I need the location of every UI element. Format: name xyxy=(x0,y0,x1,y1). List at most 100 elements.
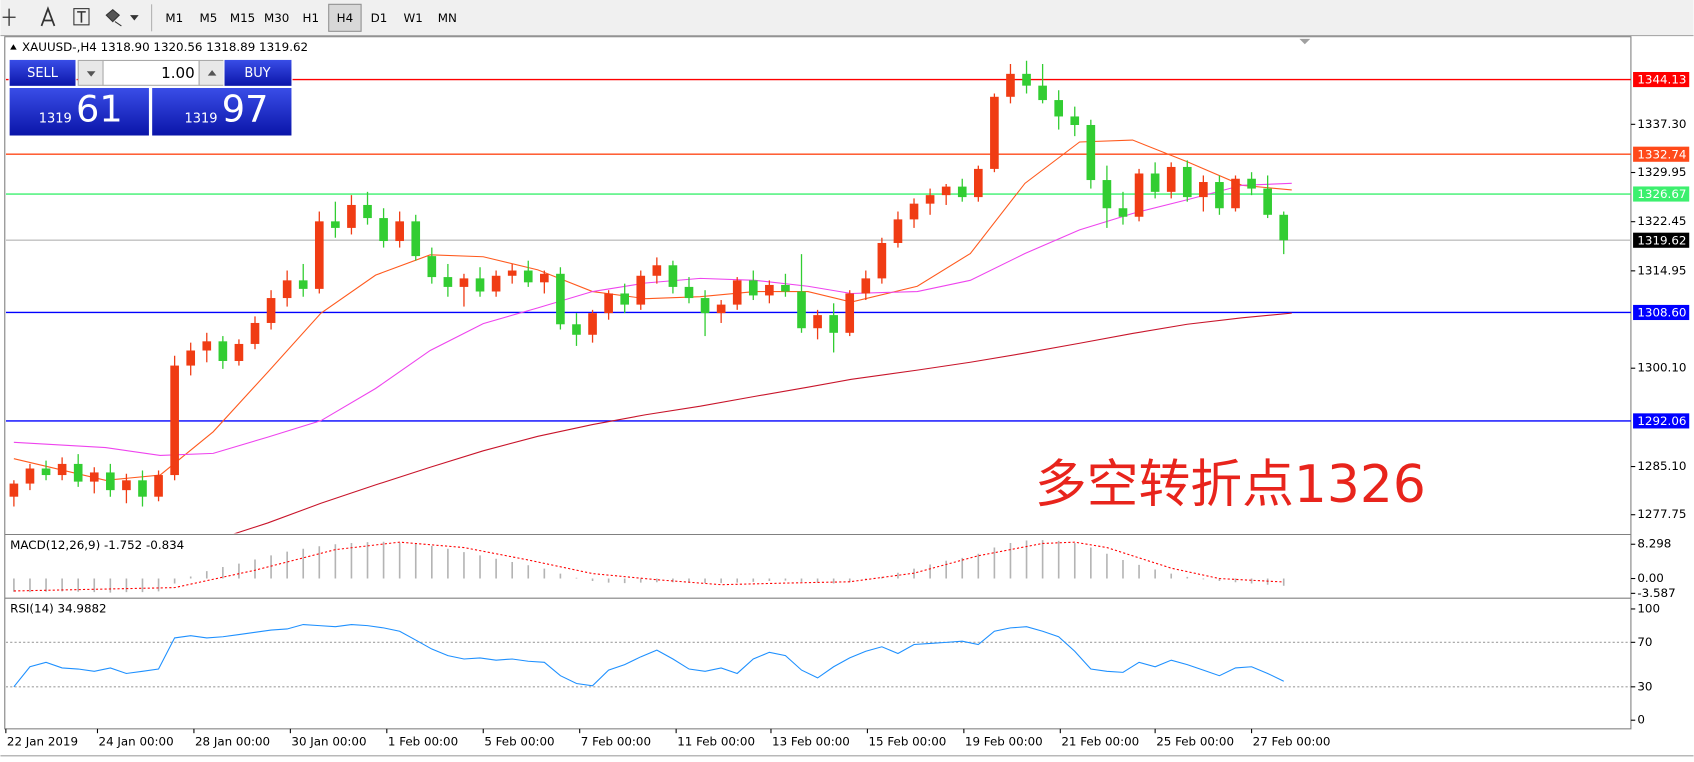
x-tick-label: 30 Jan 00:00 xyxy=(291,734,366,748)
x-tick-label: 15 Feb 00:00 xyxy=(868,734,946,748)
candle-body xyxy=(1166,166,1176,192)
price-tag xyxy=(1633,186,1690,202)
candle-body xyxy=(122,480,131,491)
ask-pips[interactable]: 97 xyxy=(222,88,269,131)
candle-body xyxy=(57,463,67,476)
candle-body xyxy=(668,265,678,287)
timeframe-button[interactable] xyxy=(294,4,327,32)
label-icon-t[interactable] xyxy=(77,11,86,23)
timeframe-label[interactable]: W1 xyxy=(404,11,423,25)
timeframe-button[interactable] xyxy=(328,3,362,32)
candle-body xyxy=(957,186,967,198)
text-icon[interactable] xyxy=(40,6,56,27)
candle-body xyxy=(829,315,838,333)
candle-body xyxy=(138,480,147,497)
bid-big[interactable]: 1319 xyxy=(39,111,72,126)
x-tick-label: 13 Feb 00:00 xyxy=(772,734,850,748)
timeframe-label[interactable]: H1 xyxy=(303,11,319,25)
timeframe-button[interactable] xyxy=(192,4,225,32)
pane-title: XAUUSD-,H4 1318.90 1320.56 1318.89 1319.… xyxy=(22,40,308,54)
candle-body xyxy=(813,315,822,329)
candle-body xyxy=(73,463,83,482)
timeframe-button[interactable] xyxy=(431,4,464,32)
candle-body xyxy=(1086,124,1096,181)
lots-input[interactable] xyxy=(102,59,200,86)
y-tick-label: 1285.10 xyxy=(1637,459,1686,473)
timeframe-label[interactable]: MN xyxy=(438,11,457,25)
crosshair-icon[interactable] xyxy=(2,8,16,26)
buy-label[interactable]: BUY xyxy=(244,66,270,81)
price-tag-label: 1332.74 xyxy=(1637,147,1686,161)
ask-big[interactable]: 1319 xyxy=(185,111,218,126)
lots-up-arrow[interactable] xyxy=(207,70,217,76)
price-tag xyxy=(1633,304,1690,321)
candle-body xyxy=(363,204,372,219)
timeframe-button[interactable] xyxy=(260,4,293,32)
buy-button[interactable] xyxy=(223,58,293,87)
y-tick-label: 70 xyxy=(1637,635,1652,649)
bid-pips[interactable]: 61 xyxy=(76,88,123,131)
candle-body xyxy=(347,204,356,228)
sell-label[interactable]: SELL xyxy=(27,66,59,81)
timeframe-button[interactable] xyxy=(396,4,430,32)
timeframe-label[interactable]: M15 xyxy=(230,11,255,25)
candle-body xyxy=(475,278,485,292)
pane xyxy=(5,623,1631,688)
candle-body xyxy=(732,280,742,305)
price-tag-label: 1292.06 xyxy=(1637,414,1686,428)
candle-body xyxy=(41,468,51,476)
candle-body xyxy=(459,278,469,287)
candle-body xyxy=(25,468,35,484)
candle-body xyxy=(427,256,437,278)
candle-body xyxy=(620,293,630,305)
drawing-tools[interactable] xyxy=(2,4,153,32)
candle-body xyxy=(170,365,179,476)
candle-body xyxy=(298,280,308,289)
bid-box[interactable] xyxy=(8,86,151,137)
candle-body xyxy=(797,291,806,329)
y-tick-label: 1314.95 xyxy=(1637,263,1686,277)
y-tick-label: 0.00 xyxy=(1637,571,1663,585)
candle-body xyxy=(941,186,951,196)
x-tick-label: 5 Feb 00:00 xyxy=(484,734,554,748)
x-tick-label: 7 Feb 00:00 xyxy=(581,734,651,748)
timeframe-label[interactable]: M5 xyxy=(200,11,218,25)
chart-shift-marker[interactable] xyxy=(1299,38,1311,45)
timeframe-button[interactable] xyxy=(362,4,396,32)
timeframe-label[interactable]: H4 xyxy=(337,11,353,25)
label-icon[interactable] xyxy=(73,8,90,26)
pane-title: RSI(14) 34.9882 xyxy=(10,601,106,615)
x-tick-label: 25 Feb 00:00 xyxy=(1156,734,1234,748)
timeframe-label[interactable]: D1 xyxy=(371,11,388,25)
x-tick-label: 11 Feb 00:00 xyxy=(677,734,755,748)
timeframe-label[interactable]: M1 xyxy=(165,11,183,25)
candle-body xyxy=(1006,73,1015,97)
candle-body xyxy=(765,284,774,296)
y-tick-label: 1322.45 xyxy=(1637,214,1686,228)
candle-body xyxy=(877,242,887,279)
ask-box[interactable] xyxy=(151,86,293,137)
timeframe-button[interactable] xyxy=(226,4,259,32)
candle-body xyxy=(507,270,517,276)
candle-body xyxy=(748,280,758,296)
candle-body xyxy=(106,472,115,491)
shapes-dropdown[interactable] xyxy=(130,15,139,21)
shapes-icon[interactable] xyxy=(105,9,122,27)
x-tick-label: 27 Feb 00:00 xyxy=(1253,734,1331,748)
candle-body xyxy=(540,273,549,283)
candle-body xyxy=(314,221,324,289)
candle-body xyxy=(523,270,533,283)
x-tick-label: 22 Jan 2019 xyxy=(7,734,78,748)
candle-body xyxy=(218,341,228,361)
lots-down-arrow[interactable] xyxy=(86,71,96,77)
lots-value[interactable]: 1.00 xyxy=(161,64,195,82)
sell-button[interactable] xyxy=(8,58,77,87)
candle-body xyxy=(1215,182,1224,209)
candle-body xyxy=(443,277,453,287)
x-tick-label: 19 Feb 00:00 xyxy=(965,734,1043,748)
window-menu-marker xyxy=(10,44,17,50)
candle-body xyxy=(556,273,565,325)
timeframe-button[interactable] xyxy=(158,4,191,32)
timeframe-label[interactable]: M30 xyxy=(264,11,289,25)
